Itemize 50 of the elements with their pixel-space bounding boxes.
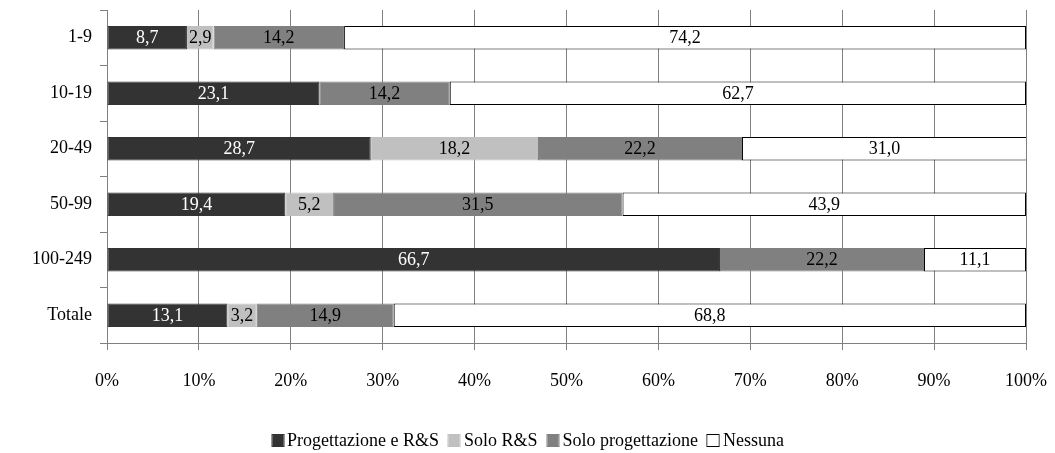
x-tick-label: 80% (825, 369, 859, 390)
data-label: 14,2 (368, 82, 401, 103)
data-label: 3,2 (230, 304, 254, 325)
x-tick-label: 60% (641, 369, 675, 390)
legend-label: Progettazione e R&S (287, 430, 439, 450)
data-label: 66,7 (397, 249, 430, 270)
data-label: 13,1 (151, 304, 184, 325)
data-label: 2,9 (189, 27, 212, 48)
y-tick-label: 100-249 (32, 248, 92, 269)
y-tick-label: 20-49 (50, 137, 92, 158)
data-label: 22,2 (624, 138, 656, 159)
legend-label: Nessuna (722, 430, 784, 450)
data-label: 8,7 (135, 27, 159, 48)
data-label: 28,7 (223, 138, 255, 159)
data-label: 43,9 (808, 193, 841, 214)
data-label: 74,2 (669, 27, 701, 48)
x-tick-label: 70% (733, 369, 767, 390)
data-label: 18,2 (438, 138, 471, 159)
data-label: 62,7 (722, 82, 754, 103)
bar (107, 248, 720, 272)
bar (107, 137, 371, 161)
x-tick-label: 10% (182, 369, 216, 390)
data-label: 11,1 (959, 249, 991, 270)
data-label: 22,2 (806, 249, 838, 270)
data-label: 14,9 (309, 304, 342, 325)
bar (370, 137, 539, 161)
x-tick-label: 0% (95, 369, 119, 390)
data-label: 31,5 (462, 193, 494, 214)
bar (107, 81, 320, 105)
data-label: 14,2 (263, 27, 295, 48)
bar (107, 303, 228, 327)
data-label: 19,4 (180, 193, 213, 214)
y-tick-label: 1-9 (68, 26, 92, 47)
data-label: 31,0 (868, 138, 901, 159)
data-label: 68,8 (694, 304, 726, 325)
bar (107, 26, 187, 50)
legend-label: Solo progettazione (562, 430, 698, 450)
y-tick-label: Totale (47, 303, 93, 324)
x-tick-label: 100% (1005, 369, 1047, 390)
bar (107, 192, 286, 216)
data-label: 23,1 (197, 82, 230, 103)
legend-label: Solo R&S (463, 430, 538, 450)
x-tick-label: 30% (366, 369, 400, 390)
x-tick-label: 20% (274, 369, 308, 390)
x-tick-label: 90% (917, 369, 951, 390)
y-tick-label: 50-99 (50, 192, 92, 213)
x-tick-label: 40% (458, 369, 492, 390)
y-tick-label: 10-19 (50, 81, 92, 102)
data-label: 5,2 (297, 193, 321, 214)
x-tick-label: 50% (550, 369, 583, 390)
